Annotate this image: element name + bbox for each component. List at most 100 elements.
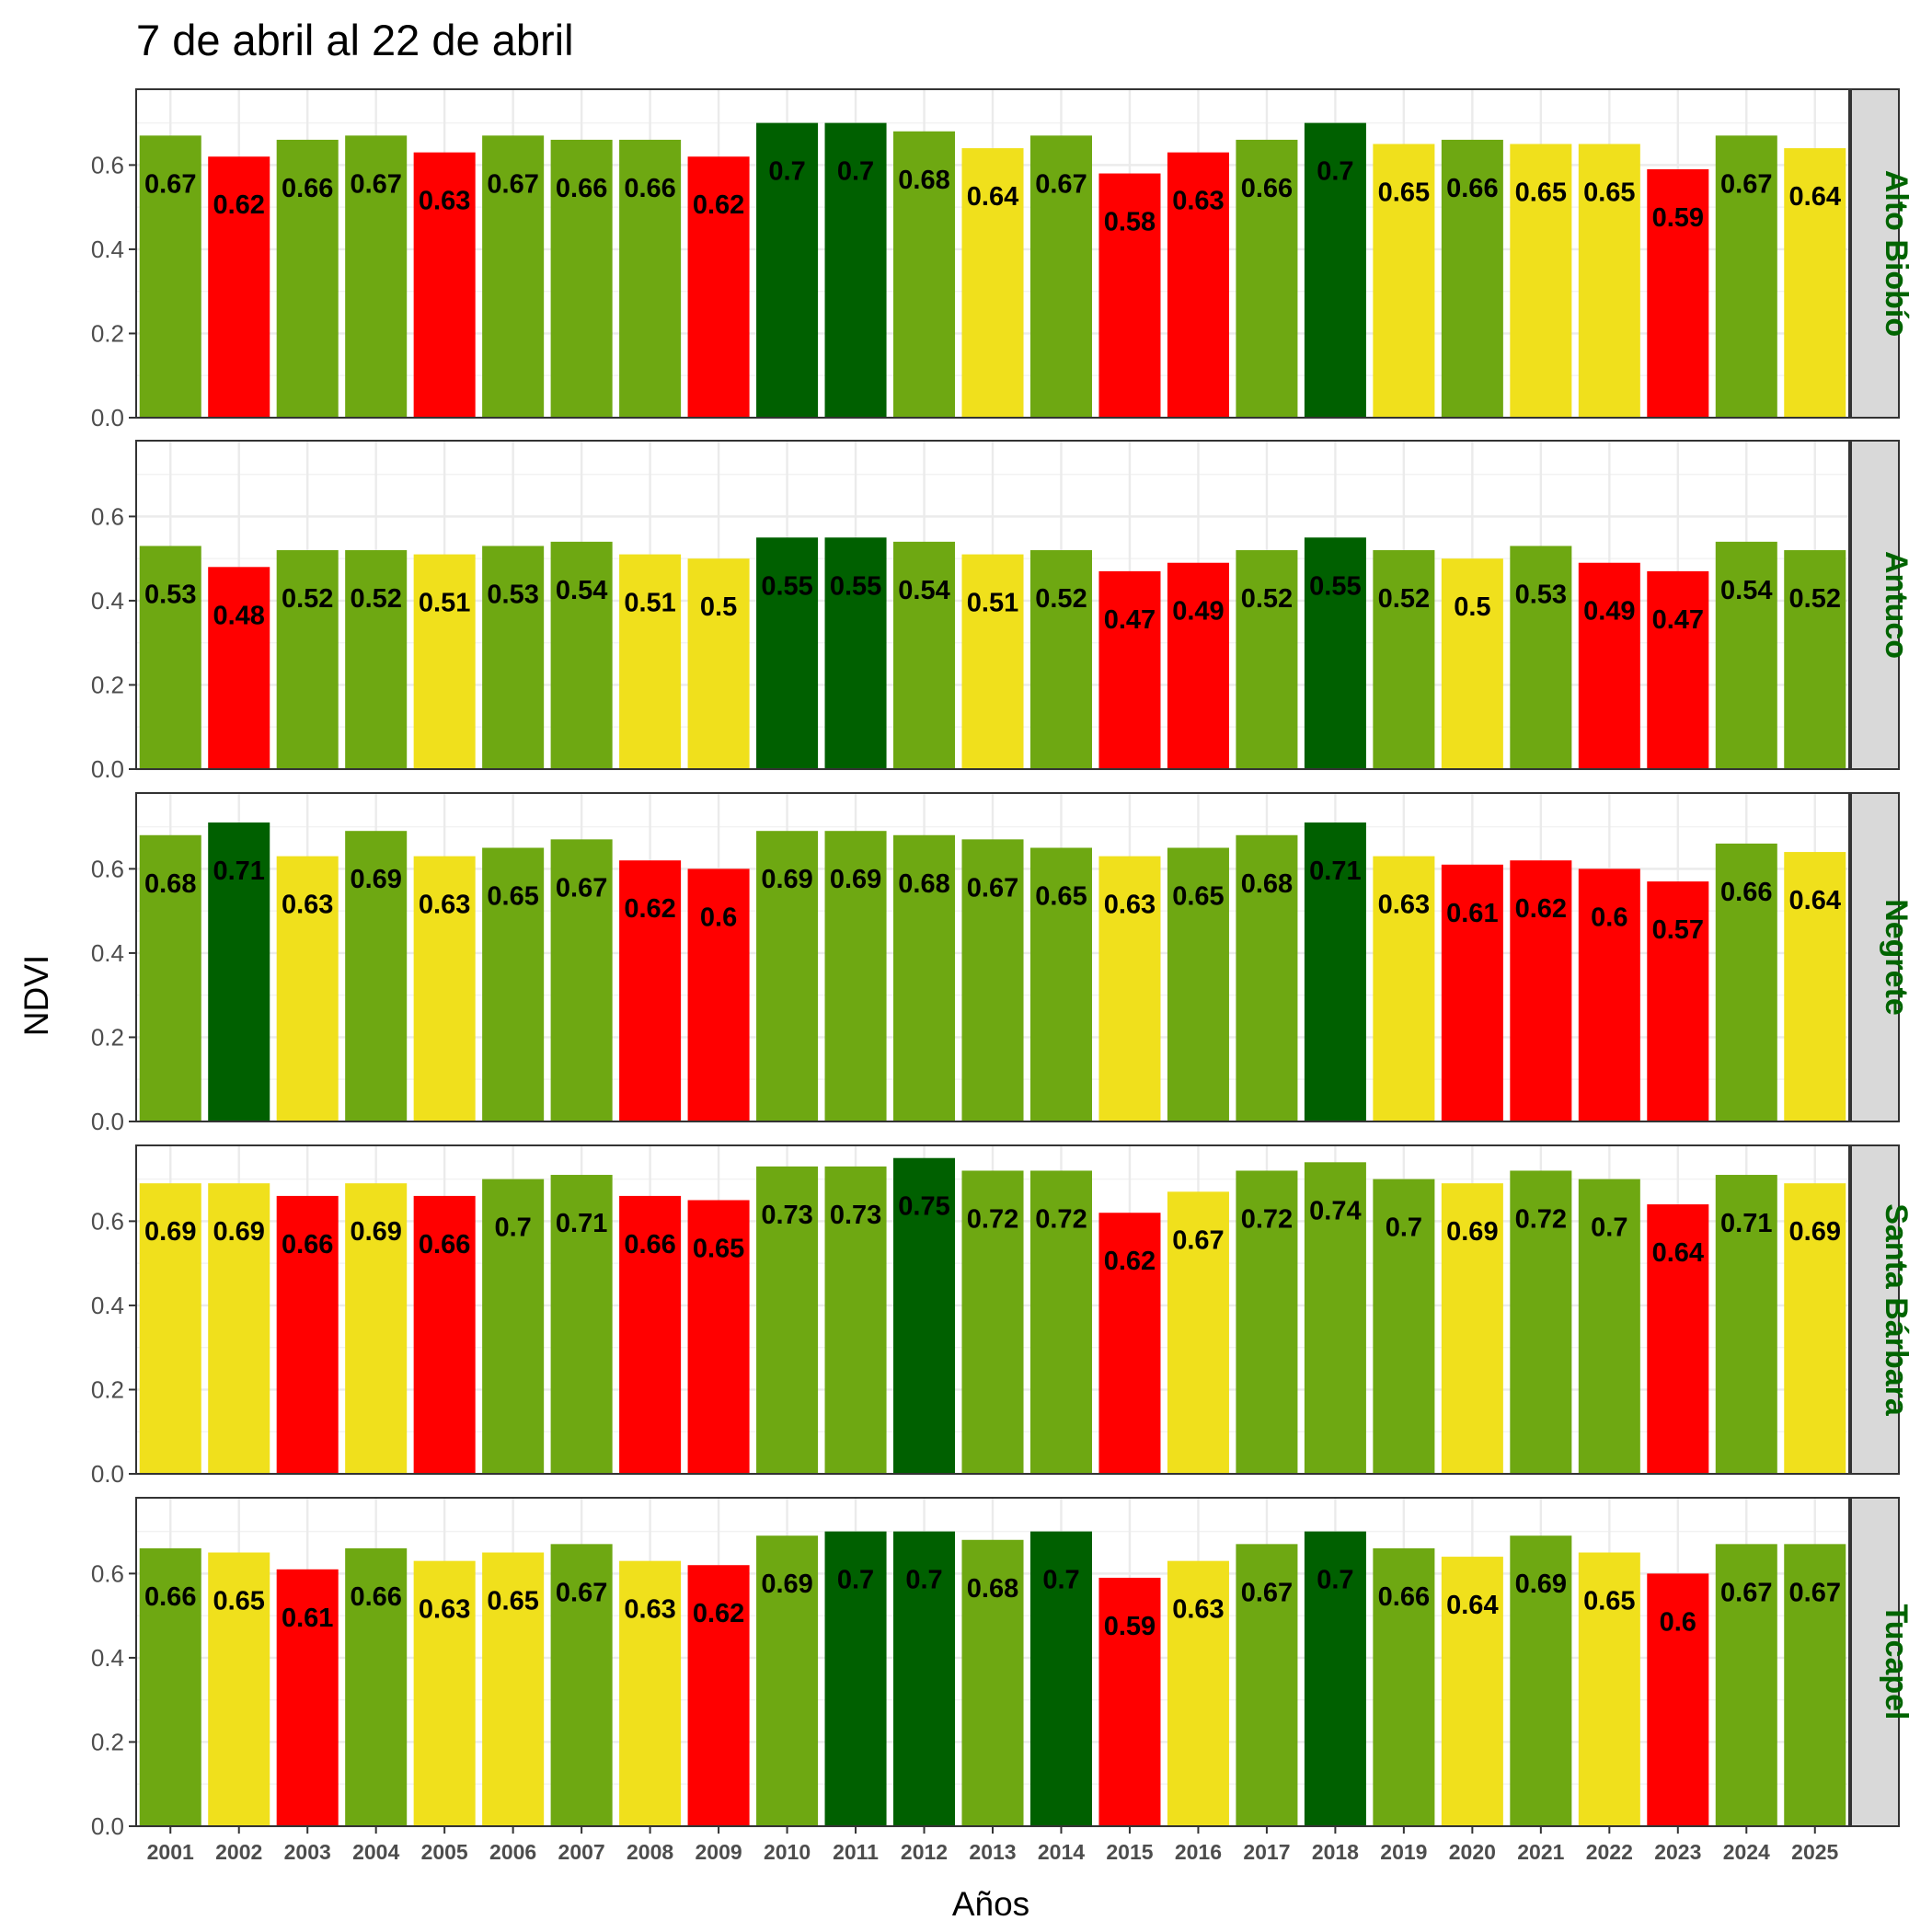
bar-value-label: 0.67 [144,169,196,199]
y-tick-label: 0.6 [91,855,124,882]
bar-value-label: 0.67 [556,1578,607,1607]
bar-value-label: 0.7 [1591,1213,1627,1243]
bar-value-label: 0.69 [761,865,812,894]
y-tick-label: 0.2 [91,1023,124,1051]
bar-value-label: 0.62 [1515,894,1567,924]
facet-label-alto-biobio: Alto Biobío [1879,170,1914,337]
bar-negrete-2025 [1784,852,1846,1121]
bar-value-label: 0.67 [487,169,538,199]
bar-value-label: 0.64 [1446,1591,1498,1620]
panel-santa-barbara: 0.69 0.69 0.66 0.69 0.66 0.7 0.71 0.66 0.65 0.73 0… [91,1144,1914,1488]
bar-value-label: 0.6 [700,903,737,932]
bar-tucapel-2016 [1167,1560,1229,1826]
bar-value-label: 0.63 [1172,1595,1224,1625]
facet-strip [1850,88,1900,419]
bar-value-label: 0.71 [1720,1209,1772,1238]
bar-santa-barbara-2020 [1441,1183,1503,1474]
bar-value-label: 0.52 [1241,584,1293,614]
x-tick-label-2004: 2004 [352,1840,399,1864]
facet-label-antuco: Antuco [1879,551,1914,659]
bar-value-label: 0.54 [556,576,607,605]
y-tick-label: 0.4 [91,236,124,263]
x-tick-label-2018: 2018 [1312,1840,1359,1864]
bar-alto-biobio-2008 [619,139,682,418]
bar-value-label: 0.7 [837,1566,874,1595]
bar-value-label: 0.69 [1515,1570,1567,1599]
x-tick-label-2019: 2019 [1380,1840,1427,1864]
bar-value-label: 0.66 [1241,174,1293,203]
bar-value-label: 0.63 [1172,187,1224,216]
bar-value-label: 0.66 [1378,1582,1430,1612]
bar-antuco-2024 [1715,541,1777,769]
bar-value-label: 0.67 [1720,1578,1772,1607]
bar-santa-barbara-2006 [482,1179,545,1474]
y-tick-label: 0.4 [91,1644,124,1672]
bar-antuco-2005 [413,554,476,769]
bar-antuco-2012 [893,541,956,769]
bar-antuco-2019 [1373,550,1435,769]
bar-santa-barbara-2022 [1578,1179,1640,1474]
bar-santa-barbara-2003 [276,1195,339,1474]
bar-tucapel-2001 [139,1547,201,1826]
bar-antuco-2011 [824,537,887,769]
y-tick-label: 0.2 [91,319,124,347]
bar-value-label: 0.73 [761,1201,812,1230]
bar-value-label: 0.62 [693,1599,744,1628]
bar-tucapel-2008 [619,1560,682,1826]
bar-santa-barbara-2013 [961,1170,1024,1474]
bar-alto-biobio-2012 [893,131,956,418]
bar-value-label: 0.71 [1309,857,1361,886]
bar-antuco-2017 [1236,550,1298,769]
bar-value-label: 0.53 [487,580,538,609]
bar-negrete-2015 [1098,856,1161,1121]
bar-santa-barbara-2004 [345,1183,408,1474]
bar-tucapel-2023 [1647,1573,1709,1826]
bar-santa-barbara-2002 [208,1183,270,1474]
bar-alto-biobio-2019 [1373,144,1435,418]
bar-alto-biobio-2020 [1441,139,1503,418]
x-tick-label-2005: 2005 [421,1840,468,1864]
panel-border [135,88,1850,419]
bar-value-label: 0.72 [1241,1204,1293,1234]
bar-tucapel-2009 [687,1565,750,1826]
bar-santa-barbara-2008 [619,1195,682,1474]
bar-antuco-2016 [1167,562,1229,769]
y-tick-label: 0.0 [91,1460,124,1488]
bar-value-label: 0.65 [487,882,538,912]
bar-negrete-2023 [1647,881,1709,1121]
bar-value-label: 0.55 [830,571,881,601]
bar-value-label: 0.61 [1446,899,1498,928]
bar-alto-biobio-2017 [1236,139,1298,418]
bar-negrete-2012 [893,834,956,1121]
bar-value-label: 0.63 [1378,891,1430,920]
bar-negrete-2017 [1236,834,1298,1121]
bar-value-label: 0.6 [1660,1607,1696,1637]
bar-value-label: 0.53 [1515,580,1567,609]
bar-tucapel-2011 [824,1531,887,1826]
bar-antuco-2010 [756,537,819,769]
y-tick-label: 0.4 [91,939,124,967]
bar-value-label: 0.65 [213,1587,264,1616]
bar-alto-biobio-2016 [1167,152,1229,418]
bar-value-label: 0.51 [624,589,675,618]
bar-value-label: 0.7 [1386,1213,1422,1243]
bar-value-label: 0.64 [1789,886,1841,915]
bar-negrete-2016 [1167,847,1229,1121]
bar-tucapel-2024 [1715,1544,1777,1826]
bar-value-label: 0.68 [1241,869,1293,899]
bar-value-label: 0.62 [693,190,744,220]
x-tick-label-2015: 2015 [1106,1840,1153,1864]
bar-value-label: 0.66 [556,174,607,203]
bar-negrete-2022 [1578,868,1640,1121]
bar-value-label: 0.7 [837,157,874,187]
bar-value-label: 0.65 [1172,882,1224,912]
bar-value-label: 0.62 [624,894,675,924]
bar-alto-biobio-2005 [413,152,476,418]
bar-negrete-2019 [1373,856,1435,1121]
bar-value-label: 0.62 [1104,1247,1156,1276]
bar-value-label: 0.7 [1317,1566,1353,1595]
bar-tucapel-2022 [1578,1552,1640,1826]
bar-value-label: 0.52 [1789,584,1841,614]
bar-alto-biobio-2011 [824,122,887,418]
